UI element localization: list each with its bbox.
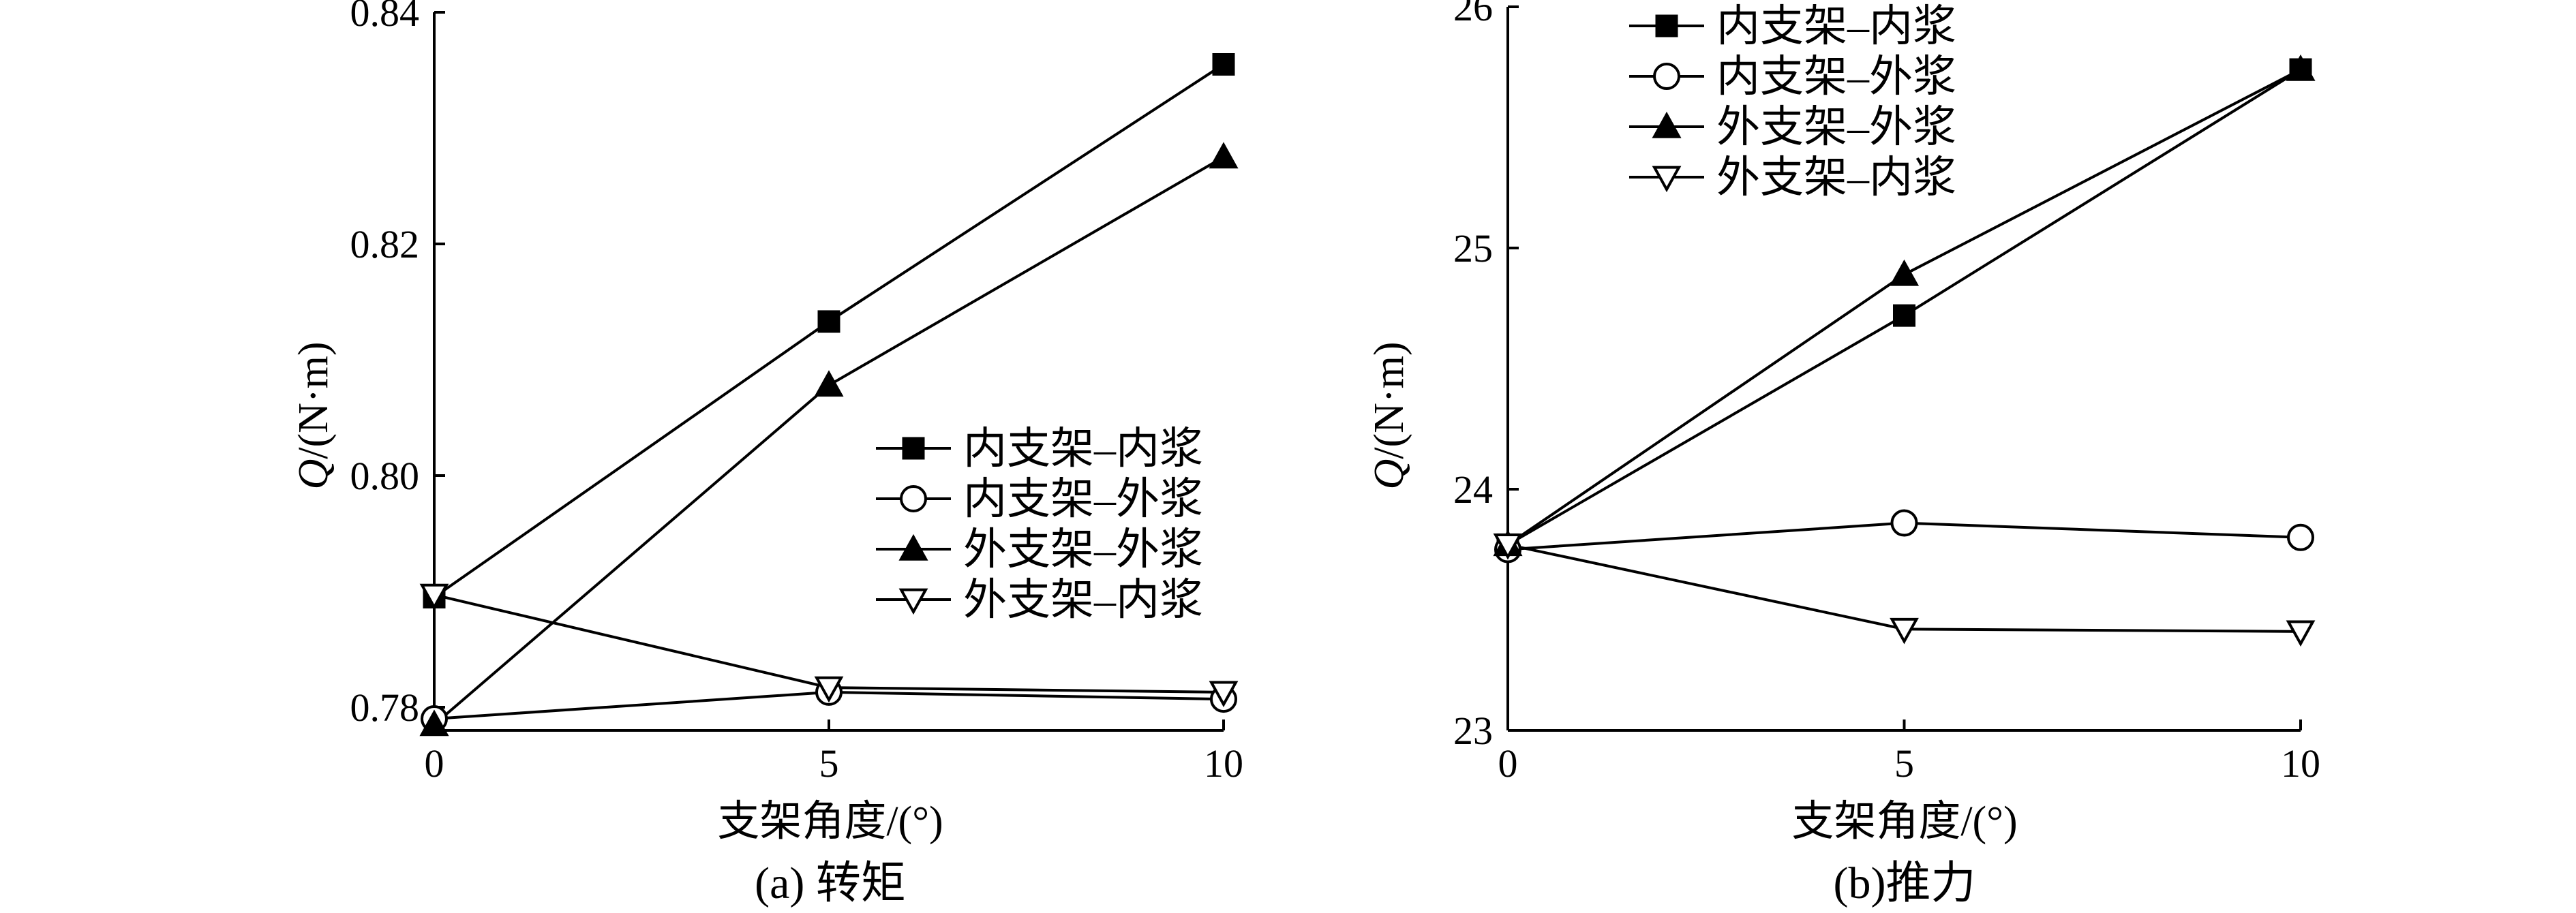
torque-x-tick-label: 0 (425, 741, 444, 786)
thrust-legend-marker-3 (1652, 111, 1682, 138)
torque-x-axis-label: 支架角度/(°) (717, 799, 943, 845)
torque-series-1-point (1212, 53, 1235, 76)
thrust-y-axis-symbol: Q (1366, 459, 1412, 490)
thrust-series-3-point (2286, 54, 2316, 81)
thrust-y-tick-label: 24 (1453, 467, 1493, 512)
thrust-caption: (b)推力 (1834, 858, 1976, 908)
thrust-legend-marker-1 (1655, 14, 1678, 37)
thrust-x-axis-label: 支架角度/(°) (1791, 799, 2017, 845)
thrust-x-tick-label: 10 (2281, 741, 2320, 786)
thrust-series-2-point (2287, 523, 2314, 551)
thrust-legend-marker-4 (1652, 166, 1682, 193)
thrust-legend-label-1: 内支架–内浆 (1716, 2, 1956, 50)
torque-legend-marker-4 (898, 588, 928, 615)
torque-legend-marker-1 (902, 437, 925, 460)
torque-x-tick-label: 5 (819, 741, 839, 786)
torque-series-3-point (1209, 142, 1239, 169)
torque-series-3-point (814, 370, 844, 397)
torque-series-4-point (419, 583, 449, 610)
thrust-y-tick-label: 25 (1453, 226, 1493, 270)
thrust-legend-label-4: 外支架–内浆 (1716, 153, 1956, 202)
thrust-series-4-point (1493, 533, 1523, 560)
torque-series-4-point (1209, 681, 1239, 708)
torque-caption: (a) 转矩 (755, 858, 906, 908)
chart-torque: 0.78 0.80 0.82 0.84 0 5 10 内支架–内浆内支架–外浆外支架–外浆外支… (290, 0, 1243, 908)
thrust-series-4-point (2286, 620, 2316, 647)
torque-legend-label-2: 内支架–外浆 (963, 475, 1203, 523)
torque-y-axis-unit: /(N·m) (290, 342, 337, 459)
torque-x-tick-label: 10 (1204, 741, 1243, 786)
torque-legend-label-1: 内支架–内浆 (963, 424, 1203, 473)
thrust-legend-label-3: 外支架–外浆 (1716, 103, 1956, 151)
thrust-x-tick-label: 5 (1894, 741, 1914, 786)
torque-y-tick-label: 0.78 (350, 685, 420, 730)
torque-plot-area: 0.78 0.80 0.82 0.84 0 5 10 内支架–内浆内支架–外浆外支架–外浆外支… (350, 0, 1244, 786)
torque-legend-label-4: 外支架–内浆 (963, 576, 1203, 624)
torque-series-1-point (817, 310, 840, 333)
torque-y-tick-label: 0.82 (350, 222, 420, 266)
torque-y-axis-label: Q/(N·m) (290, 342, 337, 490)
thrust-series-1-point (1893, 304, 1915, 327)
torque-legend-label-3: 外支架–外浆 (963, 525, 1203, 574)
thrust-series-2-point (1890, 509, 1918, 537)
thrust-y-axis-unit: /(N·m) (1366, 342, 1412, 459)
torque-y-tick-label: 0.80 (350, 454, 420, 498)
torque-legend-marker-3 (898, 533, 928, 561)
torque-legend-marker-2 (900, 485, 927, 512)
torque-y-axis-symbol: Q (290, 459, 337, 490)
thrust-legend-marker-2 (1653, 63, 1680, 90)
thrust-series-3-point (1889, 259, 1920, 286)
thrust-legend-label-2: 内支架–外浆 (1716, 52, 1956, 101)
thrust-y-axis-label: Q/(N·m) (1366, 342, 1412, 490)
thrust-y-tick-label: 23 (1453, 709, 1493, 753)
torque-series-3-point (419, 709, 449, 737)
thrust-x-tick-label: 0 (1498, 741, 1518, 786)
torque-y-tick-label: 0.84 (350, 0, 420, 35)
thrust-series-4-point (1890, 617, 1919, 645)
torque-series-4-point (814, 676, 844, 703)
thrust-y-tick-label: 26 (1453, 0, 1493, 29)
